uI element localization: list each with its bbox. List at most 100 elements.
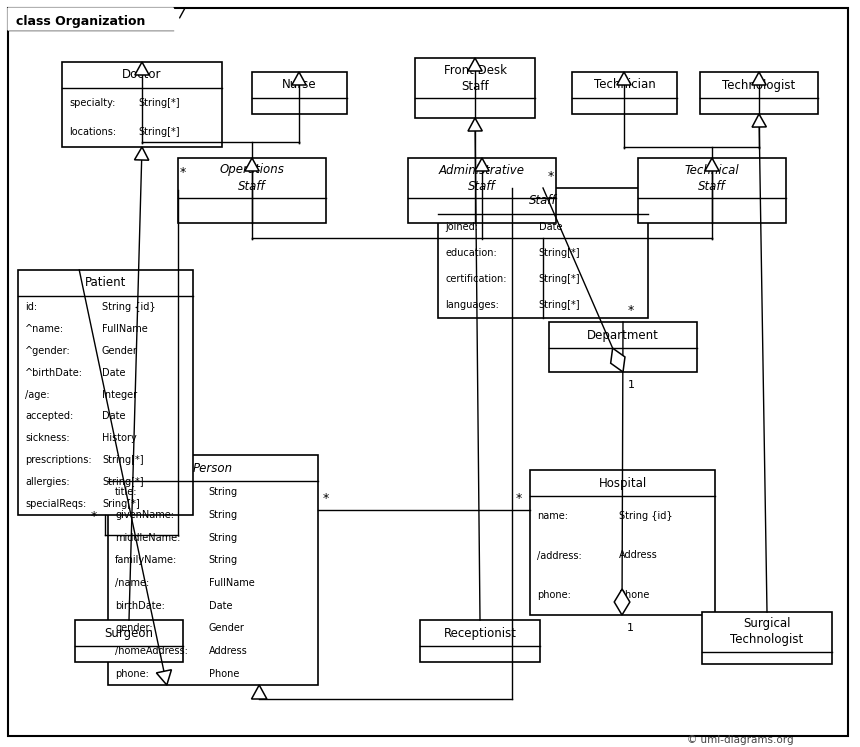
Polygon shape xyxy=(614,589,630,615)
Text: phone:: phone: xyxy=(115,669,149,679)
Bar xyxy=(252,72,347,114)
Text: String[*]: String[*] xyxy=(138,98,181,108)
Text: Receptionist: Receptionist xyxy=(444,627,517,639)
Text: gender:: gender: xyxy=(115,623,152,633)
Bar xyxy=(18,270,193,515)
Text: String[*]: String[*] xyxy=(539,274,581,284)
Text: Gender: Gender xyxy=(102,346,138,356)
Bar xyxy=(408,158,556,223)
Text: String[*]: String[*] xyxy=(539,248,581,258)
Text: FullName: FullName xyxy=(209,578,255,588)
Bar xyxy=(572,72,677,114)
Text: String[*]: String[*] xyxy=(138,127,181,137)
Text: accepted:: accepted: xyxy=(25,412,73,421)
Text: Integer: Integer xyxy=(102,389,137,400)
Text: *: * xyxy=(91,510,97,523)
Polygon shape xyxy=(705,158,719,171)
Text: ^name:: ^name: xyxy=(25,324,64,334)
Text: String: String xyxy=(209,487,238,498)
Text: ^birthDate:: ^birthDate: xyxy=(25,368,83,378)
Text: Phone: Phone xyxy=(209,669,239,679)
Bar xyxy=(178,158,326,223)
Text: String: String xyxy=(209,533,238,542)
Polygon shape xyxy=(617,72,631,85)
Text: /homeAddress:: /homeAddress: xyxy=(115,646,187,656)
Text: name:: name: xyxy=(537,511,568,521)
Text: languages:: languages: xyxy=(445,300,499,310)
Text: Date: Date xyxy=(209,601,232,610)
Text: Technologist: Technologist xyxy=(722,78,796,91)
Text: Surgeon: Surgeon xyxy=(105,627,153,639)
Text: String[*]: String[*] xyxy=(102,455,144,465)
Bar xyxy=(702,612,832,664)
Text: specialty:: specialty: xyxy=(69,98,115,108)
Text: 1: 1 xyxy=(628,380,635,390)
Text: Staff: Staff xyxy=(529,194,556,208)
Text: Sring[*]: Sring[*] xyxy=(102,499,139,509)
Text: Front Desk
Staff: Front Desk Staff xyxy=(444,63,507,93)
Polygon shape xyxy=(611,348,625,372)
Text: Date: Date xyxy=(102,368,126,378)
Text: Technician: Technician xyxy=(593,78,655,91)
Bar xyxy=(530,470,715,615)
Polygon shape xyxy=(752,114,766,127)
Text: *: * xyxy=(180,166,187,179)
Text: title:: title: xyxy=(115,487,138,498)
Text: Gender: Gender xyxy=(209,623,245,633)
Text: String: String xyxy=(209,510,238,520)
Bar xyxy=(108,455,318,685)
Text: familyName:: familyName: xyxy=(115,555,177,565)
Polygon shape xyxy=(292,72,306,85)
Polygon shape xyxy=(134,147,149,160)
Text: *: * xyxy=(628,304,635,317)
Polygon shape xyxy=(468,118,482,131)
Text: String: String xyxy=(209,555,238,565)
Text: *: * xyxy=(323,492,329,505)
Text: /name:: /name: xyxy=(115,578,150,588)
Text: certification:: certification: xyxy=(445,274,507,284)
Text: Address: Address xyxy=(619,551,658,560)
Text: Phone: Phone xyxy=(619,590,649,600)
Text: Person: Person xyxy=(193,462,233,474)
Text: allergies:: allergies: xyxy=(25,477,70,487)
Text: Date: Date xyxy=(102,412,126,421)
Text: Address: Address xyxy=(209,646,248,656)
Text: String[*]: String[*] xyxy=(539,300,581,310)
Text: Date: Date xyxy=(539,222,562,232)
Text: middleName:: middleName: xyxy=(115,533,181,542)
Text: id:: id: xyxy=(25,302,37,312)
Bar xyxy=(415,58,535,118)
Text: givenName:: givenName: xyxy=(115,510,174,520)
Bar xyxy=(438,188,648,318)
Polygon shape xyxy=(475,158,489,171)
Text: Doctor: Doctor xyxy=(122,69,162,81)
Polygon shape xyxy=(251,685,267,699)
Text: ^gender:: ^gender: xyxy=(25,346,71,356)
Bar xyxy=(638,158,786,223)
Polygon shape xyxy=(245,158,259,171)
Text: birthDate:: birthDate: xyxy=(115,601,165,610)
Text: prescriptions:: prescriptions: xyxy=(25,455,92,465)
Text: String {id}: String {id} xyxy=(619,511,673,521)
Text: 1: 1 xyxy=(627,623,634,633)
Text: specialReqs:: specialReqs: xyxy=(25,499,86,509)
Text: Department: Department xyxy=(587,329,659,341)
Text: Operations
Staff: Operations Staff xyxy=(219,164,285,193)
Polygon shape xyxy=(752,72,766,85)
Text: Patient: Patient xyxy=(85,276,126,290)
Text: /age:: /age: xyxy=(25,389,50,400)
Polygon shape xyxy=(8,8,186,30)
Text: Hospital: Hospital xyxy=(599,477,647,489)
Bar xyxy=(75,620,183,662)
Bar xyxy=(62,62,222,147)
Text: History: History xyxy=(102,433,137,444)
Bar xyxy=(700,72,818,114)
Polygon shape xyxy=(135,62,149,75)
Bar xyxy=(420,620,540,662)
Text: phone:: phone: xyxy=(537,590,571,600)
Text: education:: education: xyxy=(445,248,497,258)
Polygon shape xyxy=(468,58,482,71)
Text: class Organization: class Organization xyxy=(16,14,145,28)
Text: String {id}: String {id} xyxy=(102,302,156,312)
Text: /address:: /address: xyxy=(537,551,581,560)
